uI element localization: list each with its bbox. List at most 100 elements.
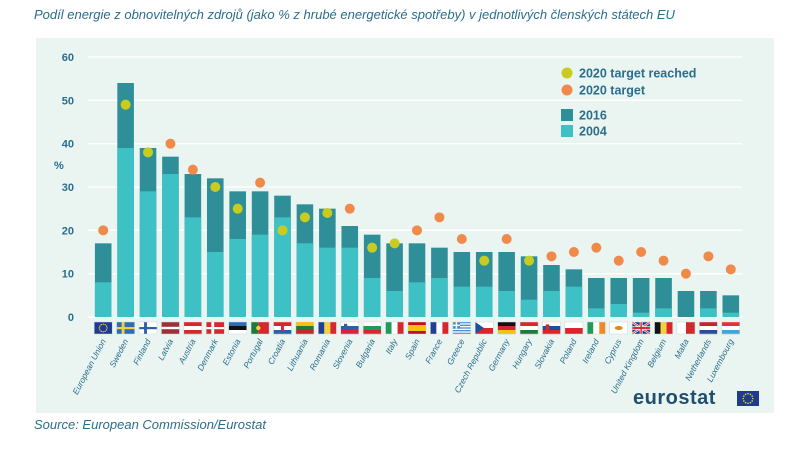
bar-2004 <box>498 291 515 317</box>
target-reached-marker <box>524 255 535 266</box>
target-reached-marker <box>367 242 378 253</box>
bar-2004 <box>251 234 269 317</box>
flag-si-icon <box>340 321 360 335</box>
bar-2016 <box>632 278 650 317</box>
logo-flag-star <box>751 400 753 402</box>
flag-part <box>542 322 561 326</box>
x-tick-label: Spain <box>403 337 422 361</box>
y-tick-label: 30 <box>62 182 74 194</box>
flag-part <box>324 322 331 334</box>
target-reached-marker <box>143 147 154 158</box>
bar-2004 <box>431 278 448 317</box>
bar-2004 <box>206 252 224 317</box>
y-tick-label: 40 <box>62 139 74 151</box>
target-marker <box>434 212 445 223</box>
flag-part <box>102 323 104 325</box>
flag-at-icon <box>183 321 203 335</box>
flag-border <box>161 321 180 335</box>
flag-part <box>363 330 382 335</box>
flag-part <box>699 326 718 330</box>
flag-border <box>385 321 404 335</box>
flag-gr-icon <box>452 321 472 335</box>
flag-part <box>721 326 740 330</box>
flag-border <box>250 321 270 335</box>
legend-marker-circle <box>561 84 573 96</box>
flag-bg-icon <box>362 321 382 335</box>
flag-es-icon <box>407 321 427 335</box>
flag-border <box>609 321 628 335</box>
flag-border <box>206 321 225 335</box>
bar-2016 <box>588 278 605 317</box>
y-tick-label: 10 <box>62 269 74 281</box>
flag-part <box>318 322 325 334</box>
target-marker <box>613 255 624 266</box>
flag-part <box>542 326 561 330</box>
eu-flag-logo-icon <box>737 391 759 406</box>
flag-part <box>564 328 583 334</box>
flag-lv-icon <box>161 321 180 335</box>
bar-2004 <box>274 217 291 317</box>
bar-2004 <box>162 174 179 317</box>
bar-2004 <box>229 239 246 317</box>
flag-part <box>256 325 261 331</box>
bar-2004 <box>543 291 560 317</box>
flag-part <box>295 330 314 335</box>
flag-border <box>654 321 673 335</box>
flag-border <box>430 321 449 335</box>
logo-flag-star <box>749 401 752 404</box>
flag-part <box>475 328 494 334</box>
flag-part <box>442 322 449 334</box>
x-tick-label: Estonia <box>220 337 242 367</box>
flag-part <box>497 330 516 335</box>
x-tick-label: Cyprus <box>602 337 624 366</box>
flag-border <box>631 321 651 335</box>
flag-part <box>660 322 667 334</box>
flag-part <box>614 326 623 330</box>
flag-part <box>228 326 247 330</box>
logo-flag-star <box>749 393 752 396</box>
flag-border <box>676 321 696 335</box>
x-tick-label: Slovenia <box>330 337 354 371</box>
flag-part <box>385 322 392 334</box>
target-reached-marker <box>299 212 310 223</box>
bar-2004 <box>117 148 134 317</box>
target-marker <box>501 234 512 244</box>
flag-part <box>599 322 606 334</box>
legend-label: 2020 target reached <box>579 67 696 81</box>
bar-2004 <box>386 291 403 317</box>
x-tick-label: France <box>423 337 444 365</box>
flag-part <box>251 322 259 334</box>
flag-border <box>318 321 337 335</box>
bar-2004 <box>319 247 336 317</box>
flag-part <box>520 322 539 326</box>
target-marker <box>255 177 266 188</box>
flag-part <box>340 330 359 335</box>
flag-part <box>520 330 539 335</box>
flag-part <box>139 327 158 330</box>
flag-part <box>452 326 471 328</box>
flag-part <box>475 322 484 334</box>
legend-label: 2020 target <box>579 84 646 98</box>
flag-border <box>273 321 292 335</box>
flag-border <box>340 321 360 335</box>
x-tick-label: Latvia <box>156 337 176 362</box>
flag-part <box>564 322 583 328</box>
flag-cz-icon <box>474 321 494 335</box>
flag-part <box>666 322 673 334</box>
logo-flag-star <box>751 395 753 397</box>
flag-part <box>452 324 461 326</box>
flag-part <box>340 326 359 330</box>
x-tick-label: Portugal <box>241 336 265 370</box>
x-tick-label: Finland <box>131 337 153 367</box>
logo-flag-bg <box>737 391 759 406</box>
flag-pt-icon <box>250 321 270 335</box>
x-tick-label: Austria <box>176 337 198 366</box>
flag-part <box>99 325 101 327</box>
flag-part <box>273 322 292 326</box>
logo-flag-star <box>747 402 749 405</box>
flag-border <box>564 321 584 335</box>
flag-border <box>474 321 494 335</box>
bar-2004 <box>700 308 717 317</box>
flag-part <box>105 329 108 331</box>
bar-2004 <box>408 282 426 317</box>
